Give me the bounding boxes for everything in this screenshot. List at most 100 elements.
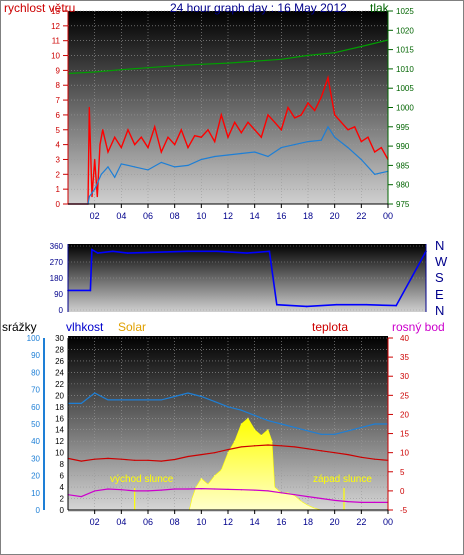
point-Solar — [294, 495, 296, 497]
point-wind — [94, 188, 96, 190]
p1-x-tick-label: 14 — [250, 211, 260, 221]
point-rosný bod — [267, 490, 269, 492]
p3-temp-tick-label: 30 — [400, 372, 409, 381]
point-wind — [280, 146, 282, 149]
point-wind_direction — [268, 250, 271, 253]
point-gust — [88, 106, 90, 109]
point-gust — [114, 136, 116, 138]
point-rosný bod — [320, 497, 322, 500]
p1-right-tick-label: 1025 — [396, 7, 414, 16]
point-rosný bod — [294, 494, 296, 496]
point-vlhkost — [320, 433, 322, 435]
p1-right-tick-label: 995 — [396, 123, 410, 132]
p3-x-tick-label: 14 — [250, 517, 260, 527]
point-gust — [207, 129, 209, 131]
point-wind — [200, 158, 202, 161]
p3-humidity-scale-tick-label: 22 — [55, 380, 64, 389]
point-Solar — [191, 497, 193, 500]
compass-e: E — [435, 287, 444, 302]
p3-x-tick-label: 06 — [143, 517, 153, 527]
point-vlhkost — [334, 433, 336, 435]
point-wind_direction — [335, 303, 338, 306]
p3-x-tick-label: 16 — [276, 517, 286, 527]
p3-precip-tick-label: 30 — [31, 454, 40, 463]
p1-x-tick-label: 10 — [196, 211, 206, 221]
p1-left-tick-label: 10 — [51, 52, 60, 61]
point-gust — [174, 144, 176, 146]
point-gust — [167, 136, 169, 138]
point-teplota — [360, 456, 362, 458]
point-Solar — [314, 507, 316, 509]
point-gust — [127, 129, 129, 131]
point-pressure — [147, 67, 149, 69]
p3-precip-tick-label: 100 — [27, 334, 41, 343]
p1-x-tick-label: 00 — [383, 211, 393, 221]
p2-left-tick-label: 90 — [54, 290, 63, 299]
panel-2-background — [68, 244, 426, 312]
point-vlhkost — [307, 430, 309, 432]
p1-x-tick-label: 02 — [90, 211, 100, 221]
point-gust — [180, 129, 182, 131]
p3-x-tick-label: 10 — [196, 517, 206, 527]
point-gust — [240, 132, 242, 134]
p3-precip-tick-label: 50 — [31, 420, 40, 429]
point-Solar — [214, 475, 216, 477]
point-vlhkost — [294, 426, 296, 429]
point-gust — [347, 129, 349, 131]
point-gust — [91, 195, 93, 198]
point-teplota — [254, 445, 256, 447]
point-gust — [327, 77, 329, 79]
p3-temp-tick-label: -5 — [400, 506, 408, 515]
p3-humidity-scale-tick-label: 30 — [55, 334, 64, 343]
point-gust — [260, 136, 262, 138]
point-wind — [134, 166, 136, 168]
point-wind_direction — [365, 303, 368, 306]
point-gust — [140, 136, 142, 138]
p3-precip-tick-label: 20 — [31, 472, 40, 481]
point-pressure — [334, 52, 336, 54]
p1-left-tick-label: 7 — [56, 96, 61, 105]
point-wind_direction — [89, 289, 92, 292]
point-rosný bod — [214, 488, 216, 490]
point-gust — [200, 136, 202, 138]
p3-humidity-scale-tick-label: 10 — [55, 449, 64, 458]
point-gust — [374, 151, 376, 153]
point-Solar — [300, 500, 302, 502]
point-teplota — [94, 458, 96, 460]
p3-temp-tick-label: 40 — [400, 334, 409, 343]
point-wind_direction — [97, 252, 99, 254]
point-rosný bod — [360, 501, 362, 503]
p3-x-tick-label: 12 — [223, 517, 233, 527]
point-wind — [160, 161, 162, 164]
point-rosný bod — [227, 488, 229, 490]
point-vlhkost — [187, 392, 189, 394]
point-teplota — [267, 444, 269, 446]
point-rosný bod — [120, 489, 122, 491]
p3-x-tick-label: 08 — [170, 517, 180, 527]
point-rosný bod — [147, 490, 149, 492]
point-wind_direction — [395, 304, 397, 307]
p1-x-tick-label: 16 — [276, 211, 286, 221]
point-gust — [214, 141, 216, 143]
point-vlhkost — [374, 423, 376, 425]
point-gust — [354, 126, 356, 128]
point-teplota — [187, 455, 189, 458]
point-vlhkost — [107, 399, 109, 401]
point-teplota — [134, 459, 136, 461]
point-gust — [134, 144, 136, 146]
point-vlhkost — [134, 399, 136, 401]
point-gust — [96, 195, 98, 198]
point-wind — [374, 173, 376, 175]
point-gust — [107, 151, 109, 153]
point-rosný bod — [280, 492, 282, 494]
p3-humidity-scale-tick-label: 26 — [55, 357, 64, 366]
p3-humidity-scale-tick-label: 20 — [55, 391, 64, 400]
p1-left-tick-label: 5 — [56, 126, 61, 135]
p2-left-tick-label: 180 — [50, 274, 64, 283]
point-wind — [227, 154, 229, 156]
p3-x-tick-label: 02 — [90, 517, 100, 527]
point-wind — [267, 155, 269, 158]
p3-temp-tick-label: 5 — [400, 468, 405, 477]
point-wind — [174, 166, 176, 168]
temp-axis-title: teplota — [312, 320, 349, 334]
